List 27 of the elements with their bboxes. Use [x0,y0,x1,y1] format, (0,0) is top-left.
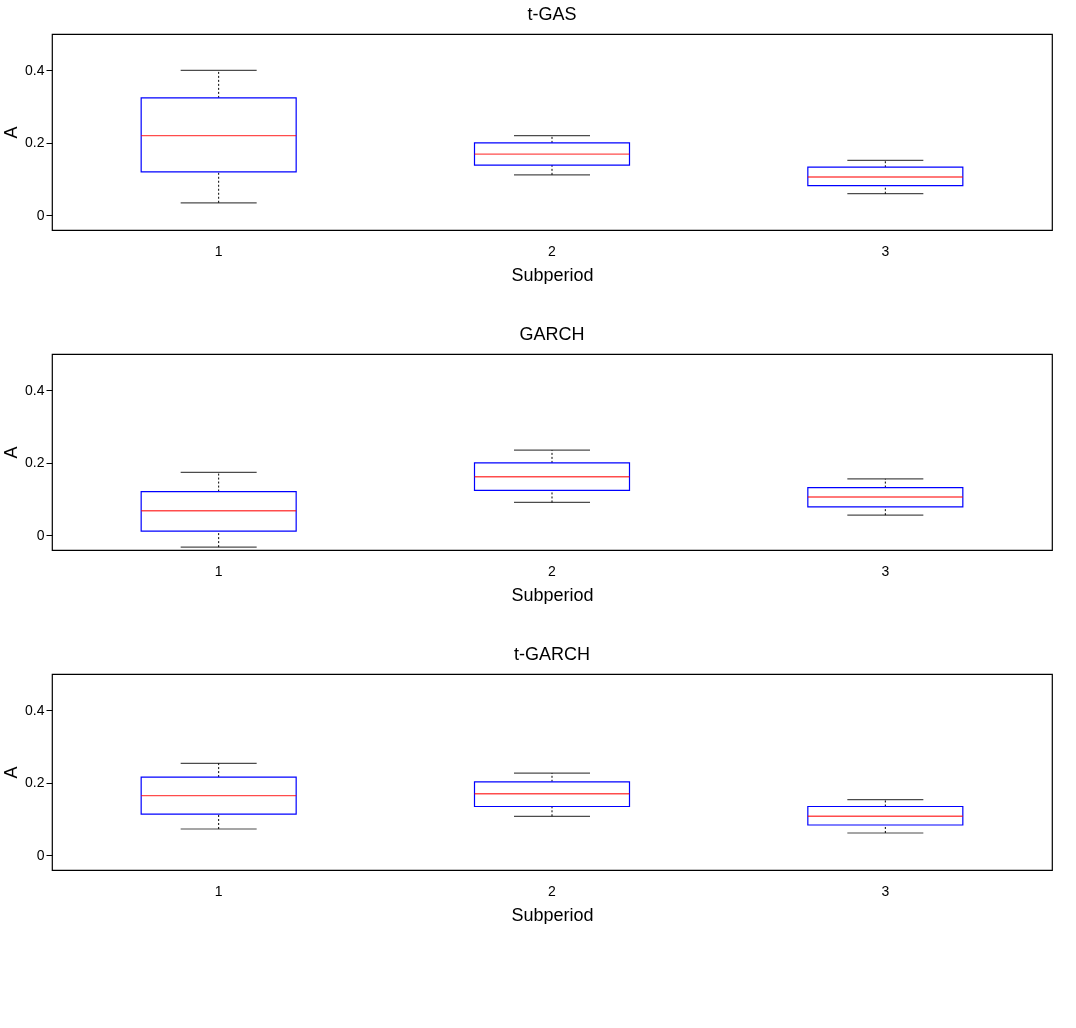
chart-title: GARCH [519,324,585,344]
x-tick-label: 3 [881,562,890,579]
x-tick-label: 2 [548,562,557,579]
x-axis-title: Subperiod [511,584,594,605]
y-tick-label: 0 [36,206,45,223]
x-tick-label: 1 [214,882,223,899]
y-tick-label: 0.4 [25,701,45,718]
x-axis-title: Subperiod [511,904,594,925]
y-tick-label: 0.2 [25,454,45,471]
chart-title: t-GAS [527,4,577,24]
x-axis-title: Subperiod [511,264,594,285]
y-axis-title: A [1,126,22,139]
x-tick-label: 1 [214,242,223,259]
x-tick-label: 1 [214,562,223,579]
x-tick-label: 2 [548,242,557,259]
y-axis-title: A [1,446,22,459]
y-tick-label: 0.4 [25,61,45,78]
y-tick-label: 0.4 [25,381,45,398]
y-tick-label: 0.2 [25,774,45,791]
chart-title: t-GARCH [514,644,590,664]
x-tick-label: 2 [548,882,557,899]
x-tick-label: 3 [881,882,890,899]
y-axis-title: A [1,766,22,779]
y-tick-label: 0 [36,846,45,863]
y-tick-label: 0 [36,526,45,543]
y-tick-label: 0.2 [25,134,45,151]
x-tick-label: 3 [881,242,890,259]
